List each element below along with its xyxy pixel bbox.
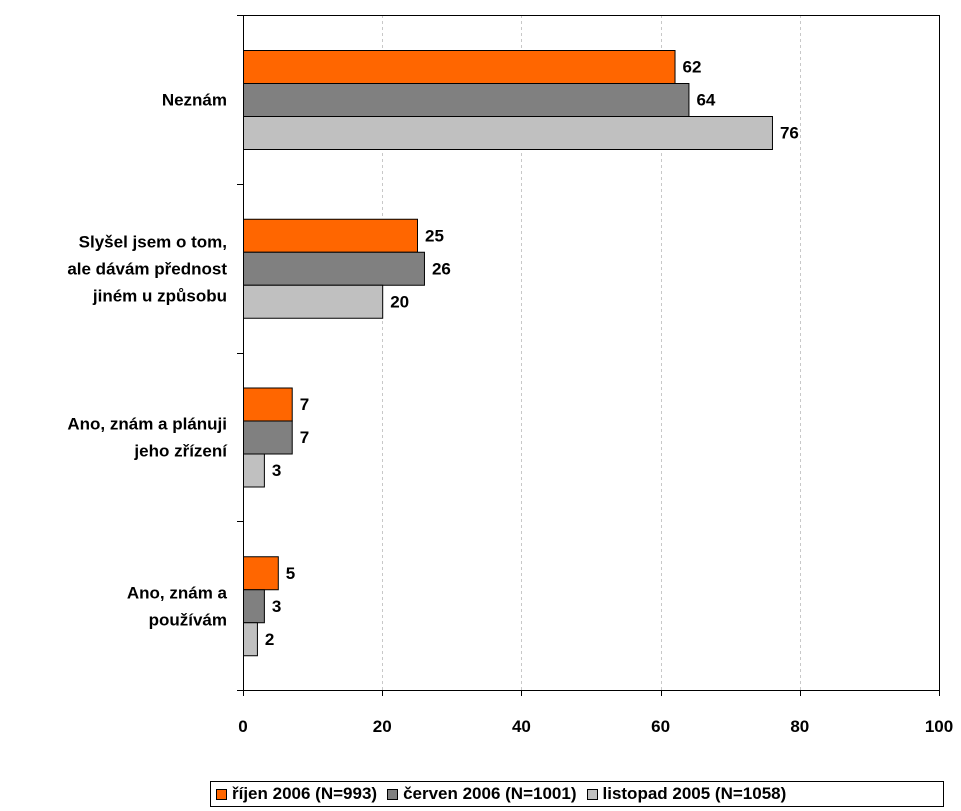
category-label: Slyšel jsem o tom, ale dávám přednost jiné… <box>67 232 227 305</box>
data-label: 7 <box>300 395 309 414</box>
bar <box>243 420 293 455</box>
data-label: 3 <box>272 597 281 616</box>
legend-item: červen 2006 (N=1001) <box>387 784 577 804</box>
bar <box>243 251 425 286</box>
axes <box>237 15 940 696</box>
bar <box>243 83 690 117</box>
category-label: Ano, znám a používám <box>127 583 228 629</box>
category-label: Neznám <box>162 91 227 110</box>
data-label: 62 <box>683 58 702 77</box>
data-label: 76 <box>780 124 799 143</box>
bar <box>243 622 258 657</box>
data-label: 25 <box>425 226 444 245</box>
legend-swatch <box>586 788 598 800</box>
data-label: 64 <box>696 91 715 110</box>
x-tick-label: 100 <box>925 717 953 736</box>
x-tick-label: 60 <box>651 717 670 736</box>
bar <box>243 116 773 150</box>
data-label: 26 <box>432 259 451 278</box>
legend-item: říjen 2006 (N=993) <box>216 784 377 804</box>
x-tick-label: 0 <box>238 717 247 736</box>
data-label: 3 <box>272 461 281 480</box>
legend-label: listopad 2005 (N=1058) <box>602 784 787 803</box>
legend-swatch <box>387 788 399 800</box>
data-label: 5 <box>286 564 295 583</box>
bar <box>243 556 279 591</box>
bar <box>243 589 265 624</box>
category-label: Ano, znám a plánuji jeho zřízení <box>67 415 228 461</box>
bar <box>243 387 293 422</box>
data-label: 20 <box>390 292 409 311</box>
bars <box>243 50 773 657</box>
legend-label: říjen 2006 (N=993) <box>232 784 378 803</box>
x-tick-label: 20 <box>373 717 392 736</box>
data-label: 7 <box>300 428 309 447</box>
legend-item: listopad 2005 (N=1058) <box>586 784 787 804</box>
legend-swatch <box>216 788 227 800</box>
bar <box>243 453 265 488</box>
bar <box>243 50 676 84</box>
x-tick-label: 40 <box>512 717 531 736</box>
legend: říjen 2006 (N=993) červen 2006 (N=1001) li… <box>210 781 944 807</box>
bar <box>243 284 384 319</box>
x-tick-label: 80 <box>790 717 809 736</box>
data-label: 2 <box>265 630 274 649</box>
legend-label: červen 2006 (N=1001) <box>403 784 577 803</box>
bar <box>243 218 418 253</box>
